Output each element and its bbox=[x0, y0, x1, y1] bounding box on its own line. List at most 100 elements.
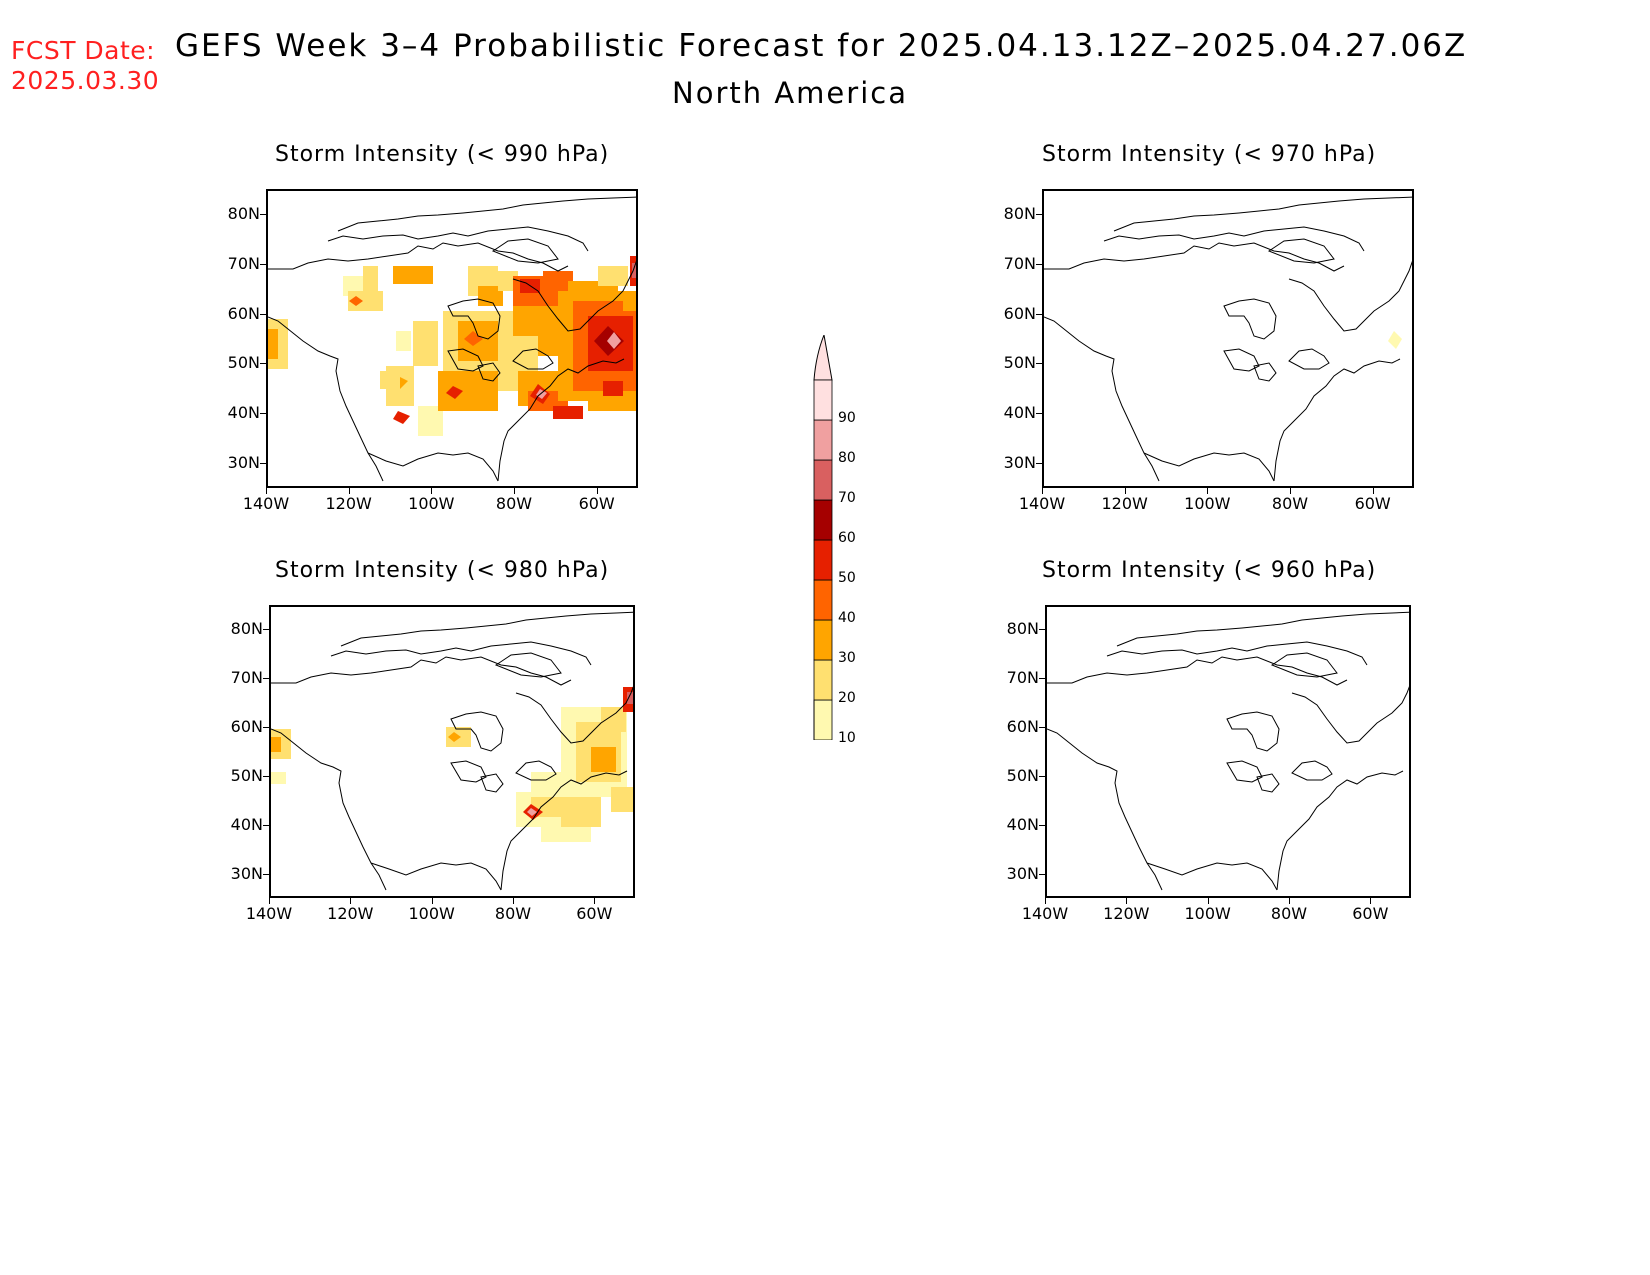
lat-tick-label: 60N bbox=[1003, 303, 1036, 323]
lat-tick-label: 50N bbox=[227, 353, 260, 373]
lon-tick-label: 80W bbox=[1271, 494, 1309, 513]
panel-title-990: Storm Intensity (< 990 hPa) bbox=[275, 142, 610, 167]
lon-tick-mark bbox=[1207, 488, 1209, 494]
lat-tick-label: 50N bbox=[1006, 765, 1039, 785]
lat-tick-mark bbox=[1039, 678, 1045, 680]
forecast-date-value: 2025.03.30 bbox=[11, 66, 160, 95]
lat-tick-label: 60N bbox=[230, 717, 263, 737]
colorbar-level-label: 30 bbox=[838, 650, 856, 666]
lon-tick-mark bbox=[513, 898, 514, 904]
coastline-960 bbox=[1047, 611, 1409, 891]
lat-tick-mark bbox=[260, 313, 266, 315]
lat-tick-mark bbox=[1036, 263, 1042, 265]
lat-tick-label: 80N bbox=[227, 203, 260, 223]
lon-tick-mark bbox=[1126, 898, 1128, 904]
lon-tick-label: 100W bbox=[408, 904, 455, 923]
lon-tick-mark bbox=[1042, 488, 1043, 494]
lon-tick-label: 140W bbox=[1021, 904, 1069, 923]
panel-title-960: Storm Intensity (< 960 hPa) bbox=[1042, 558, 1377, 583]
colorbar-segment bbox=[813, 659, 833, 701]
lon-tick-label: 120W bbox=[325, 494, 372, 513]
lon-tick-label: 80W bbox=[494, 904, 532, 923]
colorbar bbox=[813, 335, 833, 740]
lat-tick-label: 60N bbox=[227, 303, 260, 323]
lat-tick-mark bbox=[1039, 775, 1045, 777]
lon-tick-mark bbox=[1370, 898, 1372, 904]
lat-tick-mark bbox=[1039, 824, 1045, 826]
lon-tick-label: 60W bbox=[578, 494, 615, 513]
lat-tick-label: 40N bbox=[230, 814, 263, 834]
lon-tick-mark bbox=[1207, 898, 1209, 904]
coastline-980 bbox=[271, 611, 633, 891]
lat-tick-mark bbox=[263, 873, 269, 875]
lon-tick-label: 140W bbox=[242, 494, 290, 513]
lat-tick-label: 40N bbox=[1003, 403, 1036, 423]
lat-tick-mark bbox=[1039, 629, 1045, 631]
lon-tick-label: 60W bbox=[1354, 494, 1391, 513]
map-panel-960 bbox=[1045, 605, 1411, 898]
lat-tick-label: 70N bbox=[1003, 253, 1036, 273]
map-panel-970 bbox=[1042, 189, 1414, 488]
colorbar-segment bbox=[813, 459, 833, 501]
lon-tick-label: 60W bbox=[1352, 904, 1389, 923]
lat-tick-mark bbox=[1039, 727, 1045, 729]
region-subtitle: North America bbox=[672, 76, 908, 110]
lon-tick-label: 140W bbox=[1018, 494, 1066, 513]
map-990-svg bbox=[268, 196, 636, 482]
map-panel-990 bbox=[266, 189, 638, 488]
lat-tick-label: 70N bbox=[1006, 668, 1039, 688]
lon-tick-mark bbox=[594, 898, 596, 904]
map-960-svg bbox=[1047, 611, 1409, 891]
lon-tick-label: 80W bbox=[1270, 904, 1308, 923]
lat-tick-label: 30N bbox=[1006, 863, 1039, 883]
colorbar-level-label: 80 bbox=[838, 450, 856, 466]
lat-tick-mark bbox=[1036, 413, 1042, 415]
lat-tick-mark bbox=[260, 413, 266, 415]
lat-tick-label: 40N bbox=[227, 403, 260, 423]
lon-tick-mark bbox=[1045, 898, 1046, 904]
lon-tick-mark bbox=[431, 898, 433, 904]
lon-tick-label: 120W bbox=[327, 904, 374, 923]
page-title: GEFS Week 3–4 Probabilistic Forecast for… bbox=[175, 28, 1468, 64]
map-panel-980 bbox=[269, 605, 635, 898]
lon-tick-label: 120W bbox=[1103, 904, 1150, 923]
coastline-970 bbox=[1044, 196, 1412, 482]
lon-tick-mark bbox=[266, 488, 267, 494]
lon-tick-mark bbox=[1372, 488, 1374, 494]
lat-tick-mark bbox=[263, 727, 269, 729]
lat-tick-label: 30N bbox=[1003, 453, 1036, 473]
lat-tick-mark bbox=[1036, 363, 1042, 365]
map-980-svg bbox=[271, 611, 633, 891]
lat-tick-label: 40N bbox=[1006, 814, 1039, 834]
forecast-date-label: FCST Date: bbox=[11, 36, 156, 65]
lat-tick-label: 80N bbox=[230, 619, 263, 639]
lat-tick-mark bbox=[260, 213, 266, 215]
colorbar-level-label: 40 bbox=[838, 610, 856, 626]
lat-tick-mark bbox=[263, 775, 269, 777]
colorbar-segment bbox=[813, 699, 833, 740]
lat-tick-mark bbox=[263, 629, 269, 631]
panel-title-980: Storm Intensity (< 980 hPa) bbox=[275, 558, 610, 583]
lat-tick-mark bbox=[260, 463, 266, 465]
lon-tick-label: 100W bbox=[1184, 494, 1231, 513]
colorbar-level-label: 20 bbox=[838, 690, 856, 706]
lat-tick-label: 70N bbox=[227, 253, 260, 273]
colorbar-level-label: 50 bbox=[838, 570, 856, 586]
colorbar-segment bbox=[813, 499, 833, 541]
colorbar-level-label: 60 bbox=[838, 530, 856, 546]
lat-tick-label: 30N bbox=[227, 453, 260, 473]
colorbar-segment bbox=[813, 379, 833, 421]
colorbar-level-label: 90 bbox=[838, 410, 856, 426]
lon-tick-label: 100W bbox=[408, 494, 455, 513]
lat-tick-mark bbox=[260, 363, 266, 365]
lon-tick-mark bbox=[1290, 488, 1291, 494]
lat-tick-mark bbox=[1036, 463, 1042, 465]
lon-tick-label: 60W bbox=[576, 904, 613, 923]
lat-tick-label: 30N bbox=[230, 863, 263, 883]
lon-tick-mark bbox=[348, 488, 350, 494]
lat-tick-mark bbox=[260, 263, 266, 265]
lat-tick-mark bbox=[263, 824, 269, 826]
lon-tick-mark bbox=[269, 898, 270, 904]
lat-tick-label: 70N bbox=[230, 668, 263, 688]
lon-tick-label: 140W bbox=[245, 904, 293, 923]
